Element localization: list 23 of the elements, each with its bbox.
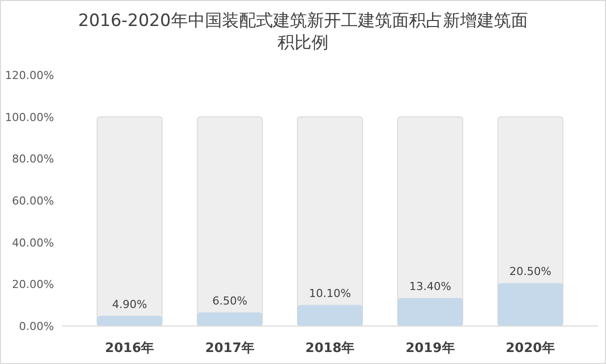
bar <box>498 283 563 326</box>
bar <box>398 298 463 326</box>
bar <box>97 316 162 326</box>
y-tick-label: 120.00% <box>5 69 54 82</box>
bar <box>297 304 363 326</box>
data-label: 4.90% <box>112 298 148 311</box>
x-tick-label: 2017年 <box>205 341 254 356</box>
x-tick-label: 2019年 <box>406 341 455 356</box>
data-label: 20.50% <box>509 265 552 278</box>
data-label: 6.50% <box>212 294 248 308</box>
y-tick-label: 60.00% <box>12 194 54 208</box>
data-label: 13.40% <box>409 280 452 293</box>
y-tick-label: 80.00% <box>12 152 54 166</box>
y-tick-label: 20.00% <box>12 278 54 292</box>
x-tick-label: 2016年 <box>105 341 154 356</box>
x-tick-label: 2020年 <box>506 341 555 356</box>
chart-title: 2016-2020年中国装配式建筑新开工建筑面积占新增建筑面积比例 <box>78 11 528 53</box>
y-tick-label: 0.00% <box>19 320 54 333</box>
data-label: 10.10% <box>309 286 351 300</box>
x-tick-label: 2018年 <box>305 341 355 356</box>
y-tick-label: 40.00% <box>12 236 54 250</box>
bar <box>197 312 262 326</box>
y-tick-label: 100.00% <box>5 110 54 124</box>
